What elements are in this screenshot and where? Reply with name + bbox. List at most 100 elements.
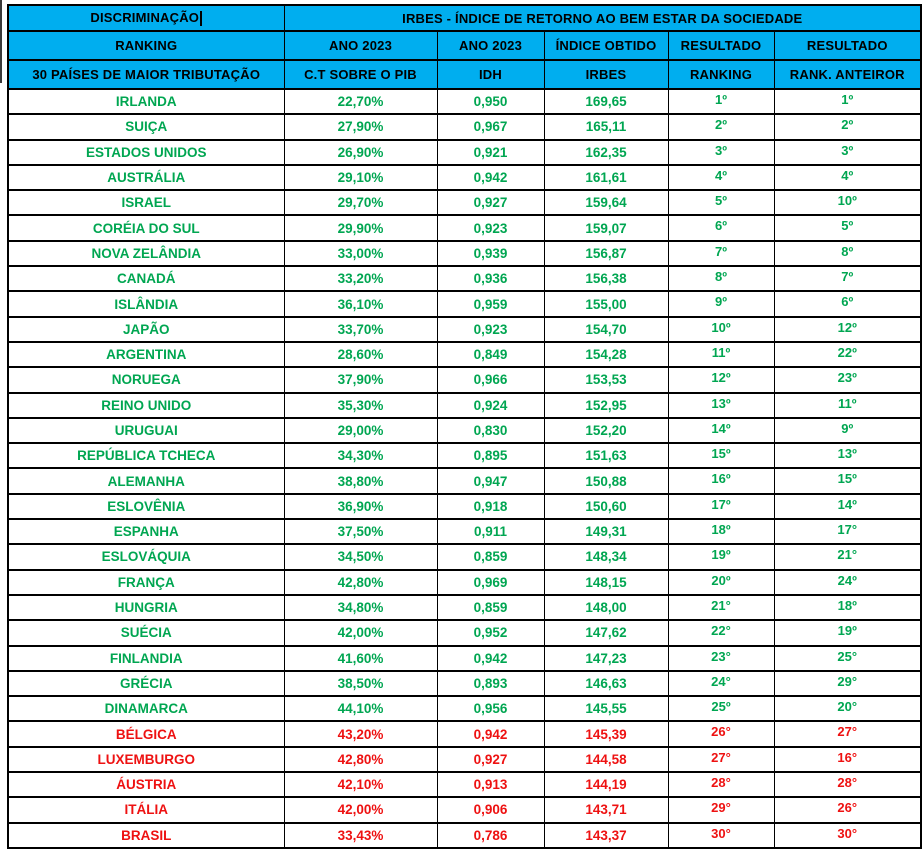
cell-country[interactable]: ESPANHA <box>7 518 285 546</box>
cell-rank-anterior[interactable]: 13º <box>773 442 922 470</box>
header-resultado-ranking-cell[interactable]: RESULTADO <box>667 30 775 61</box>
cell-ranking[interactable]: 12º <box>667 366 775 394</box>
cell-ranking[interactable]: 18º <box>667 518 775 546</box>
cell-country[interactable]: ESLOVÁQUIA <box>7 543 285 571</box>
cell-rank-anterior[interactable]: 14º <box>773 492 922 521</box>
cell-ranking[interactable]: 15º <box>667 442 775 470</box>
cell-idh[interactable]: 0,927 <box>436 189 545 217</box>
cell-idh[interactable]: 0,936 <box>436 265 545 293</box>
cell-country[interactable]: REINO UNIDO <box>7 391 285 419</box>
cell-ct-sobre-pib[interactable]: 42,00% <box>283 796 438 824</box>
cell-rank-anterior[interactable]: 22º <box>773 340 922 369</box>
cell-ct-sobre-pib[interactable]: 29,90% <box>283 214 438 242</box>
header-idh-cell[interactable]: IDH <box>436 59 545 90</box>
cell-irbes[interactable]: 144,58 <box>543 745 669 774</box>
cell-country[interactable]: BÉLGICA <box>7 720 285 748</box>
cell-ranking[interactable]: 6º <box>667 214 775 242</box>
cell-ct-sobre-pib[interactable]: 35,30% <box>283 391 438 419</box>
cell-ranking[interactable]: 5º <box>667 189 775 217</box>
cell-country[interactable]: URUGUAI <box>7 416 285 445</box>
cell-idh[interactable]: 0,942 <box>436 163 545 192</box>
cell-ranking[interactable]: 29° <box>667 796 775 824</box>
cell-irbes[interactable]: 148,15 <box>543 568 669 596</box>
cell-idh[interactable]: 0,859 <box>436 593 545 622</box>
cell-country[interactable]: NORUEGA <box>7 366 285 394</box>
cell-idh[interactable]: 0,913 <box>436 771 545 799</box>
cell-idh[interactable]: 0,952 <box>436 619 545 647</box>
cell-irbes[interactable]: 146,63 <box>543 669 669 698</box>
cell-irbes[interactable]: 147,23 <box>543 644 669 672</box>
cell-irbes[interactable]: 148,00 <box>543 593 669 622</box>
cell-ct-sobre-pib[interactable]: 43,20% <box>283 720 438 748</box>
cell-idh[interactable]: 0,959 <box>436 290 545 318</box>
cell-ct-sobre-pib[interactable]: 33,00% <box>283 239 438 268</box>
cell-ct-sobre-pib[interactable]: 38,50% <box>283 669 438 698</box>
cell-ranking[interactable]: 25º <box>667 695 775 723</box>
cell-rank-anterior[interactable]: 1º <box>773 87 922 116</box>
cell-irbes[interactable]: 161,61 <box>543 163 669 192</box>
cell-ranking[interactable]: 3º <box>667 138 775 166</box>
cell-country[interactable]: ÁUSTRIA <box>7 771 285 799</box>
cell-irbes[interactable]: 148,34 <box>543 543 669 571</box>
header-discriminacao-cell[interactable]: DISCRIMINAÇÃO <box>7 4 285 32</box>
cell-irbes[interactable]: 169,65 <box>543 87 669 116</box>
cell-irbes[interactable]: 150,60 <box>543 492 669 521</box>
cell-rank-anterior[interactable]: 16° <box>773 745 922 774</box>
cell-idh[interactable]: 0,947 <box>436 467 545 495</box>
cell-rank-anterior[interactable]: 6º <box>773 290 922 318</box>
header-ct-sobre-pib-cell[interactable]: C.T SOBRE O PIB <box>283 59 438 90</box>
cell-irbes[interactable]: 152,95 <box>543 391 669 419</box>
cell-ct-sobre-pib[interactable]: 36,90% <box>283 492 438 521</box>
header-irbes-cell[interactable]: IRBES <box>543 59 669 90</box>
header-resultado-anterior-cell[interactable]: RESULTADO <box>773 30 922 61</box>
cell-idh[interactable]: 0,923 <box>436 315 545 343</box>
cell-country[interactable]: FRANÇA <box>7 568 285 596</box>
cell-irbes[interactable]: 149,31 <box>543 518 669 546</box>
cell-irbes[interactable]: 143,37 <box>543 821 669 849</box>
cell-rank-anterior[interactable]: 23º <box>773 366 922 394</box>
cell-idh[interactable]: 0,895 <box>436 442 545 470</box>
cell-ranking[interactable]: 11º <box>667 340 775 369</box>
cell-irbes[interactable]: 159,07 <box>543 214 669 242</box>
cell-rank-anterior[interactable]: 8º <box>773 239 922 268</box>
cell-ct-sobre-pib[interactable]: 37,50% <box>283 518 438 546</box>
cell-rank-anterior[interactable]: 11º <box>773 391 922 419</box>
cell-rank-anterior[interactable]: 12º <box>773 315 922 343</box>
cell-irbes[interactable]: 152,20 <box>543 416 669 445</box>
cell-irbes[interactable]: 165,11 <box>543 113 669 141</box>
cell-ct-sobre-pib[interactable]: 28,60% <box>283 340 438 369</box>
cell-ct-sobre-pib[interactable]: 42,80% <box>283 568 438 596</box>
cell-idh[interactable]: 0,830 <box>436 416 545 445</box>
cell-idh[interactable]: 0,967 <box>436 113 545 141</box>
cell-irbes[interactable]: 150,88 <box>543 467 669 495</box>
cell-rank-anterior[interactable]: 15º <box>773 467 922 495</box>
cell-ranking[interactable]: 9º <box>667 290 775 318</box>
cell-country[interactable]: ISLÂNDIA <box>7 290 285 318</box>
header-30-paises-cell[interactable]: 30 PAÍSES DE MAIOR TRIBUTAÇÃO <box>7 59 285 90</box>
cell-idh[interactable]: 0,906 <box>436 796 545 824</box>
cell-country[interactable]: GRÉCIA <box>7 669 285 698</box>
cell-country[interactable]: AUSTRÁLIA <box>7 163 285 192</box>
cell-ct-sobre-pib[interactable]: 34,50% <box>283 543 438 571</box>
cell-rank-anterior[interactable]: 27° <box>773 720 922 748</box>
cell-ranking[interactable]: 17º <box>667 492 775 521</box>
cell-country[interactable]: SUÉCIA <box>7 619 285 647</box>
cell-irbes[interactable]: 145,39 <box>543 720 669 748</box>
cell-ct-sobre-pib[interactable]: 44,10% <box>283 695 438 723</box>
cell-ct-sobre-pib[interactable]: 34,30% <box>283 442 438 470</box>
cell-ct-sobre-pib[interactable]: 37,90% <box>283 366 438 394</box>
cell-ranking[interactable]: 7º <box>667 239 775 268</box>
cell-idh[interactable]: 0,950 <box>436 87 545 116</box>
cell-country[interactable]: ITÁLIA <box>7 796 285 824</box>
header-ano-2023-ct-cell[interactable]: ANO 2023 <box>283 30 438 61</box>
cell-country[interactable]: REPÚBLICA TCHECA <box>7 442 285 470</box>
cell-ranking[interactable]: 8º <box>667 265 775 293</box>
cell-country[interactable]: ESLOVÊNIA <box>7 492 285 521</box>
cell-country[interactable]: ESTADOS UNIDOS <box>7 138 285 166</box>
cell-ranking[interactable]: 30° <box>667 821 775 849</box>
cell-irbes[interactable]: 155,00 <box>543 290 669 318</box>
cell-ranking[interactable]: 24° <box>667 669 775 698</box>
cell-country[interactable]: JAPÃO <box>7 315 285 343</box>
cell-idh[interactable]: 0,849 <box>436 340 545 369</box>
cell-country[interactable]: ISRAEL <box>7 189 285 217</box>
